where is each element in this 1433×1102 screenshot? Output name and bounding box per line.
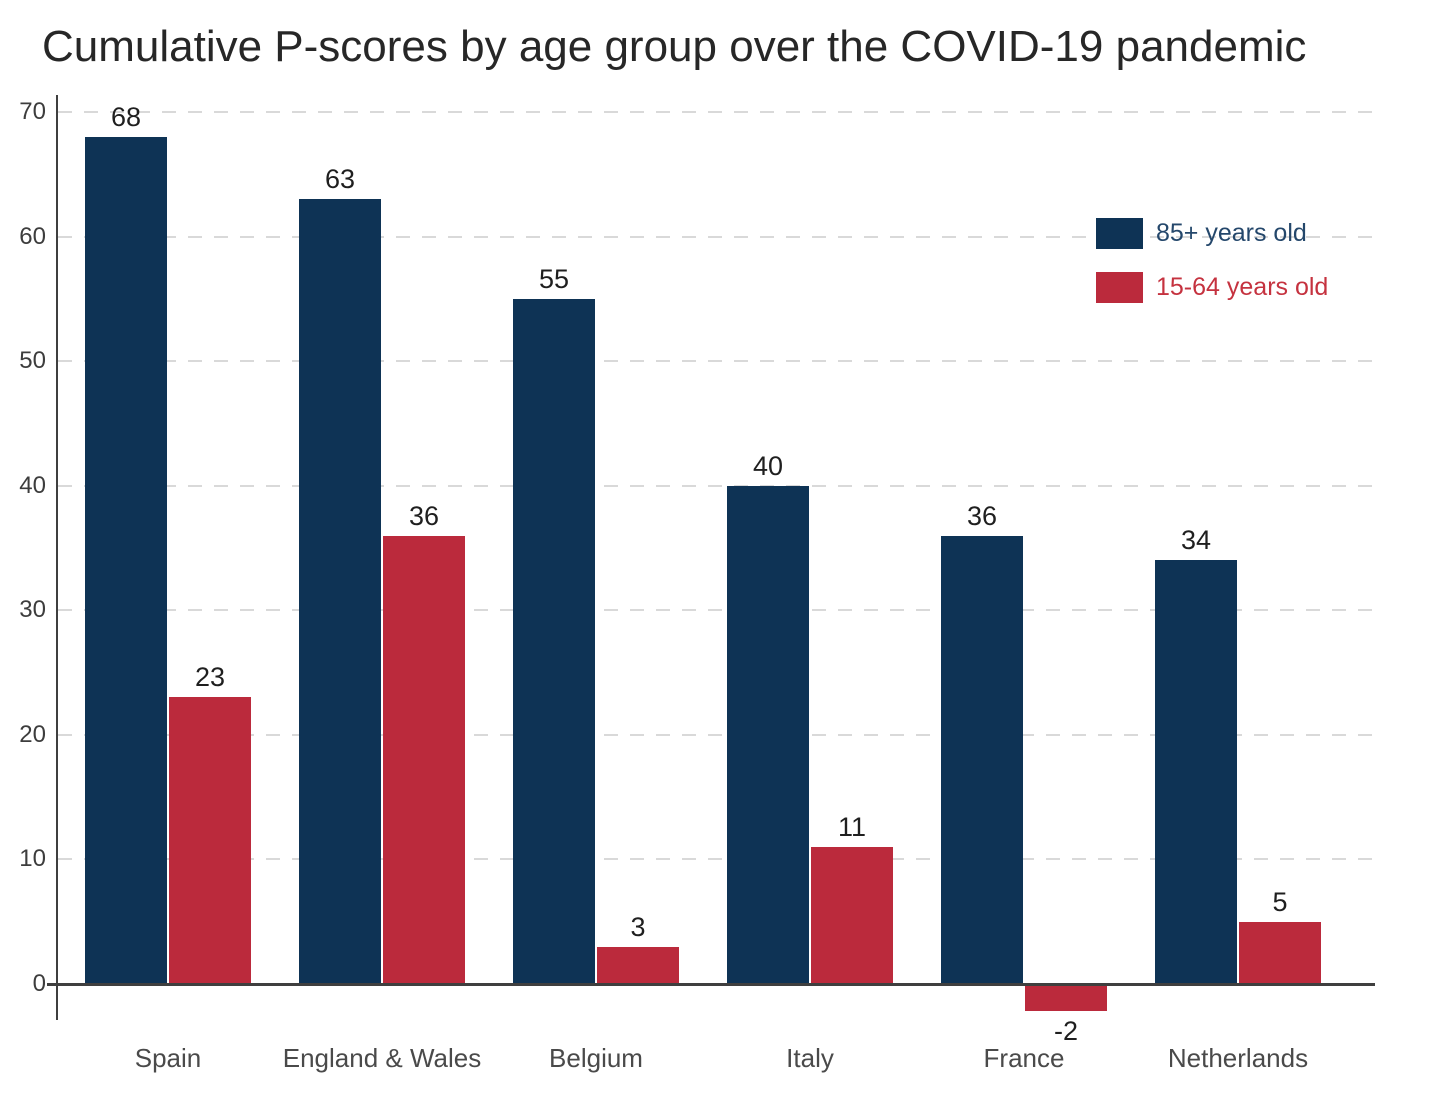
bar-france-15-64-years-old [1025,986,1107,1011]
legend-item-15-64: 15-64 years old [1096,272,1328,303]
bar-belgium-15-64-years-old [597,946,679,984]
bar-belgium-85-years-old [513,298,595,984]
gridline-40 [58,484,1375,487]
bar-value-label: 36 [966,500,998,531]
y-tick-label: 40 [19,471,46,499]
x-axis-line [47,983,1375,986]
bar-spain-85-years-old [85,136,167,984]
x-category-label: France [983,1043,1065,1073]
bar-value-label: 55 [538,263,570,294]
y-tick-label: 30 [19,596,46,624]
bar-netherlands-15-64-years-old [1239,921,1321,984]
gridline-30 [58,609,1375,612]
y-tick-label: 50 [19,347,46,375]
bar-italy-15-64-years-old [811,846,893,984]
bar-value-label: 23 [194,662,226,693]
legend-swatch-15-64-icon [1096,272,1143,303]
bar-value-label: 68 [110,101,142,132]
gridline-70 [58,111,1375,113]
gridline-10 [58,858,1375,861]
chart-title: Cumulative P-scores by age group over th… [42,22,1307,71]
legend-label-85plus: 85+ years old [1156,219,1307,247]
y-tick-label: 10 [19,845,46,873]
bar-value-label: 63 [324,164,356,195]
bar-value-label: 3 [630,911,646,942]
gridline-60 [58,235,1375,238]
x-category-label: Netherlands [1167,1043,1309,1073]
y-tick-label: 70 [19,98,46,125]
y-tick-label: 0 [32,970,46,997]
bar-value-label: -2 [1053,1015,1078,1046]
x-category-label: Belgium [549,1043,643,1073]
x-category-label: Italy [786,1043,834,1073]
bar-england-wales-15-64-years-old [383,535,465,984]
y-tick-label: 20 [19,720,46,748]
bar-italy-85-years-old [727,485,809,984]
legend-swatch-85plus-icon [1096,218,1143,249]
bar-netherlands-85-years-old [1155,560,1237,984]
legend-label-15-64: 15-64 years old [1156,273,1329,301]
gridline-50 [58,360,1375,363]
bar-value-label: 11 [837,811,867,842]
bar-england-wales-85-years-old [299,199,381,984]
gridline-20 [58,733,1375,736]
legend: 85+ years old 15-64 years old [1096,218,1328,326]
x-category-label: Spain [134,1043,202,1073]
y-axis-line [56,95,58,1020]
bar-france-85-years-old [941,535,1023,984]
bar-value-label: 5 [1272,886,1288,917]
x-category-label: England & Wales [282,1043,482,1073]
bar-value-label: 40 [752,450,784,481]
legend-item-85plus: 85+ years old [1096,218,1328,249]
y-tick-label: 60 [19,222,46,250]
bar-value-label: 36 [408,500,440,531]
bar-value-label: 34 [1180,525,1212,556]
bar-spain-15-64-years-old [169,697,251,984]
